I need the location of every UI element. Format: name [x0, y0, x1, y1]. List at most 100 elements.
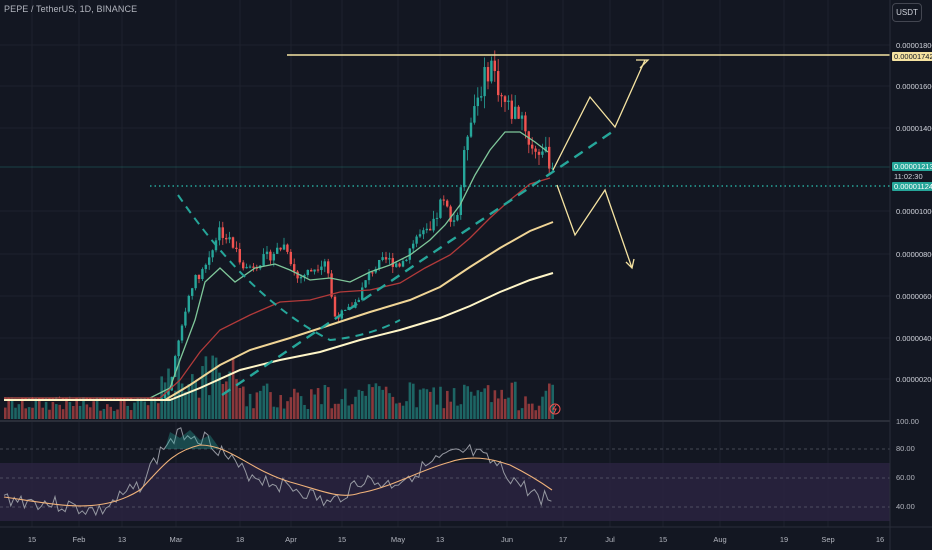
volume-bar [259, 390, 262, 419]
price-candle [313, 269, 316, 272]
price-candle [184, 311, 187, 326]
volume-bar [27, 407, 31, 419]
volume-bar [48, 409, 51, 419]
volume-bar [340, 399, 344, 419]
price-candle [452, 220, 456, 222]
price-candle [493, 60, 496, 72]
price-candle [201, 269, 204, 280]
price-candle [269, 251, 272, 261]
lightning-icon[interactable] [549, 403, 561, 415]
volume-bar [106, 404, 109, 419]
price-candle [330, 273, 333, 297]
price-candle [252, 266, 255, 268]
ema-fast-line [4, 131, 549, 399]
symbol-title[interactable]: PEPE / TetherUS, 1D, BINANCE [4, 4, 138, 14]
volume-bar [412, 383, 415, 419]
price-candle [541, 151, 544, 155]
price-candle [476, 97, 479, 107]
volume-bar [78, 405, 82, 419]
volume-bar [191, 374, 194, 419]
volume-bar [265, 383, 269, 419]
price-candle [129, 398, 133, 400]
bearish-projection-arrow [556, 184, 633, 269]
price-candle [282, 244, 286, 250]
price-candle [310, 269, 313, 272]
volume-bar [381, 389, 384, 419]
volume-bar [422, 388, 425, 419]
volume-bar [72, 405, 75, 419]
price-candle [187, 295, 190, 312]
volume-bar [242, 386, 245, 419]
price-candle [306, 269, 309, 276]
volume-bar [456, 405, 459, 419]
price-candle [374, 268, 377, 273]
volume-bar [384, 386, 388, 419]
ema-slow-line [4, 221, 554, 401]
volume-bar [38, 398, 41, 419]
volume-bar [65, 397, 68, 419]
volume-bar [228, 371, 231, 419]
price-candle [412, 243, 415, 249]
volume-bar [177, 358, 180, 419]
volume-bar [364, 395, 367, 419]
volume-bar [282, 408, 286, 419]
time-label: 18 [235, 535, 245, 544]
volume-bar [439, 386, 442, 419]
volume-bar [347, 405, 350, 419]
price-candle [211, 250, 214, 258]
volume-bar [323, 384, 327, 419]
volume-bar [497, 398, 500, 419]
time-label: Apr [285, 535, 297, 544]
volume-bar [272, 406, 276, 419]
price-candle [126, 398, 129, 400]
volume-bar [136, 398, 140, 419]
price-label: 0.00001400 [896, 124, 932, 133]
volume-bar [157, 403, 160, 419]
volume-bar [316, 388, 320, 419]
price-candle [531, 144, 534, 149]
volume-bar [541, 396, 544, 419]
volume-bar [310, 389, 313, 419]
volume-bar [44, 401, 48, 419]
price-candle [459, 187, 462, 215]
volume-bar [514, 381, 517, 419]
price-candle [429, 228, 432, 231]
volume-bar [276, 407, 279, 419]
price-candle [503, 96, 507, 102]
volume-bar [24, 408, 27, 419]
price-candle [483, 67, 486, 97]
price-candle [204, 264, 207, 270]
price-candle [289, 251, 292, 265]
price-candle [520, 115, 524, 119]
price-candle [442, 199, 445, 201]
price-candle [381, 257, 384, 260]
volume-bar [507, 397, 510, 419]
price-candle [242, 262, 245, 269]
volume-bar [82, 397, 85, 419]
volume-bar [92, 401, 95, 419]
price-candle [551, 167, 554, 169]
rsi-level-label: 80.00 [896, 444, 915, 453]
price-candle [344, 309, 347, 311]
price-candle [361, 287, 364, 300]
price-candle [537, 151, 541, 155]
volume-bar [89, 407, 92, 419]
currency-button[interactable]: USDT [892, 3, 922, 22]
volume-bar [153, 399, 157, 419]
volume-bar [510, 382, 514, 419]
volume-bar [537, 405, 541, 419]
volume-bar [452, 388, 456, 419]
time-label: Jul [605, 535, 615, 544]
price-candle [160, 398, 163, 400]
volume-bar [299, 396, 303, 419]
price-candle [534, 148, 537, 152]
volume-bar [374, 383, 378, 419]
volume-bar [140, 398, 143, 419]
price-candle [456, 214, 459, 221]
volume-bar [405, 401, 408, 419]
price-candle [316, 269, 320, 271]
price-candle [480, 96, 483, 98]
volume-bar [143, 401, 146, 419]
volume-bar [520, 408, 524, 419]
